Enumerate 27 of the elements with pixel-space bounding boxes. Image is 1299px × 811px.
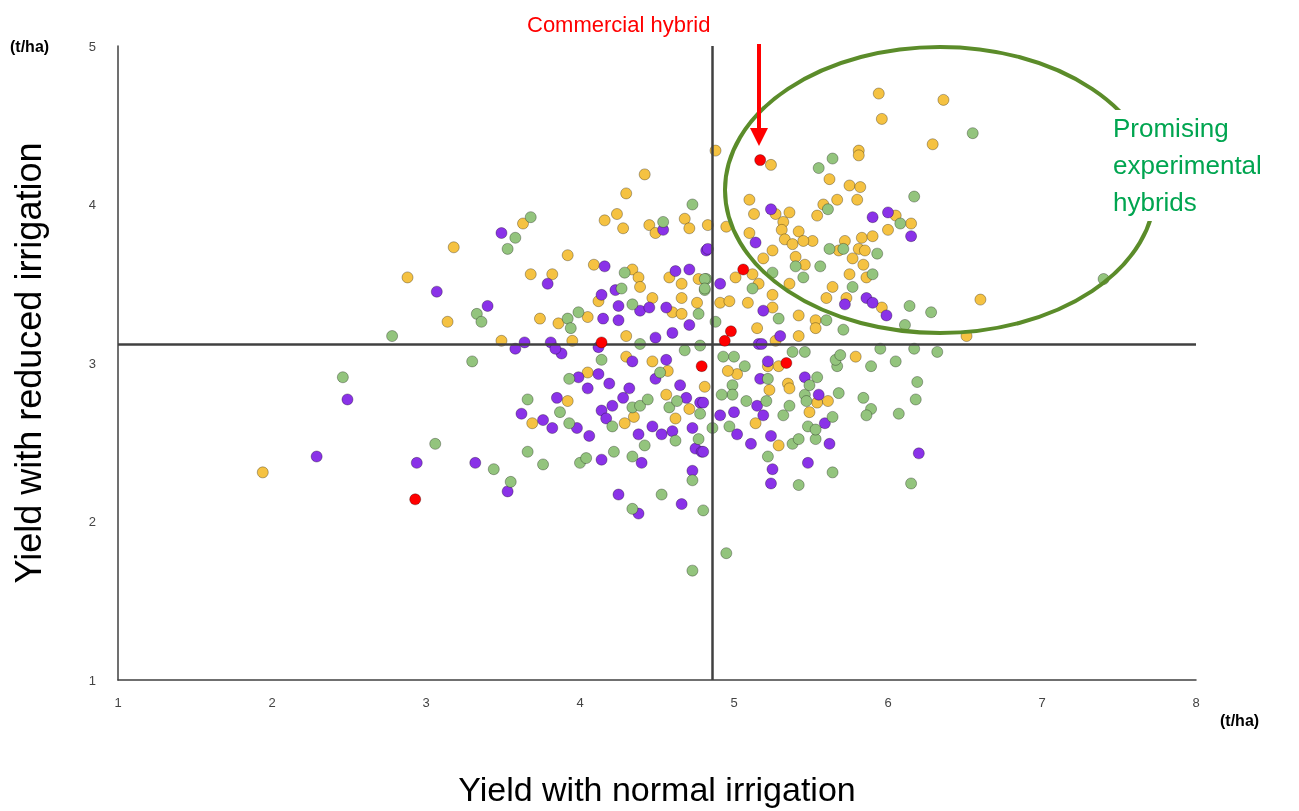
- y-tick-label: 5: [88, 38, 96, 54]
- y-tick-label: 3: [88, 355, 96, 371]
- y-tick-label: 2: [88, 514, 96, 529]
- x-tick-label: 8: [1192, 695, 1200, 710]
- x-tick-label: 4: [576, 695, 584, 710]
- point: [754, 154, 767, 167]
- y-tick-label: 1: [88, 672, 96, 688]
- text: (t/ha): [1220, 712, 1260, 730]
- point: [724, 325, 737, 338]
- point: [737, 263, 750, 276]
- x-tick-label: 1: [114, 695, 122, 710]
- y-tick-label: 4: [88, 197, 96, 212]
- annotation: Promising experimental hybrids: [1113, 110, 1299, 221]
- point: [595, 336, 608, 349]
- y-axis-title: Yield with reduced irrigation: [7, 142, 49, 584]
- x-tick-label: 7: [1038, 695, 1046, 710]
- x-tick-label: 2: [268, 695, 276, 710]
- point: [695, 360, 708, 373]
- text: (t/ha): [10, 38, 50, 56]
- x-tick-label: 6: [884, 695, 892, 710]
- point: [780, 357, 793, 369]
- x-tick-label: 3: [422, 695, 430, 710]
- point: [409, 493, 422, 506]
- x-axis-title: Yield with normal irrigation: [458, 770, 856, 808]
- point: [718, 334, 731, 347]
- text: Commercial hybrid: [527, 12, 711, 38]
- x-tick-label: 5: [730, 695, 738, 710]
